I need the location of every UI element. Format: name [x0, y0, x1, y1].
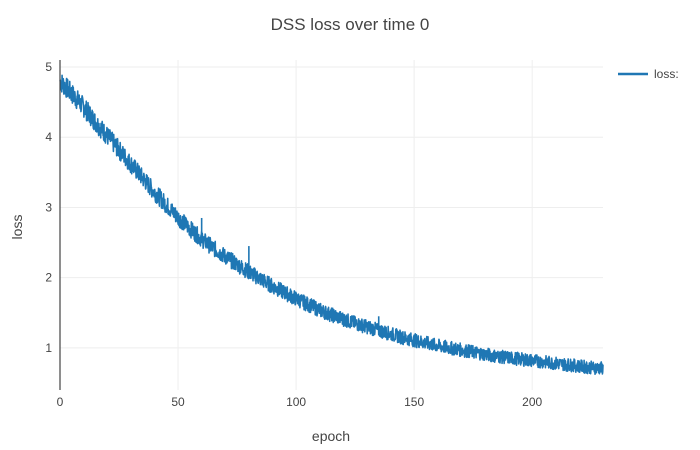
x-tick-label: 100 — [286, 395, 306, 409]
x-tick-label: 200 — [522, 395, 542, 409]
x-tick-label: 150 — [404, 395, 424, 409]
y-tick-label: 1 — [45, 341, 52, 355]
axis-layer: 0 50 100 150 200 1 2 3 4 5 — [45, 60, 543, 409]
series-line-loss — [59, 74, 604, 376]
x-axis-title: epoch — [312, 428, 350, 444]
legend-label-loss: loss: — [654, 67, 679, 81]
series-layer — [59, 74, 604, 376]
y-tick-label: 3 — [45, 200, 52, 214]
x-tick-label: 50 — [171, 395, 185, 409]
grid-layer — [60, 60, 603, 390]
y-tick-label: 5 — [45, 60, 52, 74]
legend: loss: — [618, 67, 679, 81]
y-axis-title: loss — [9, 215, 25, 240]
y-tick-label: 2 — [45, 271, 52, 285]
chart-title: DSS loss over time 0 — [271, 15, 430, 34]
y-tick-label: 4 — [45, 130, 52, 144]
x-tick-label: 0 — [57, 395, 64, 409]
